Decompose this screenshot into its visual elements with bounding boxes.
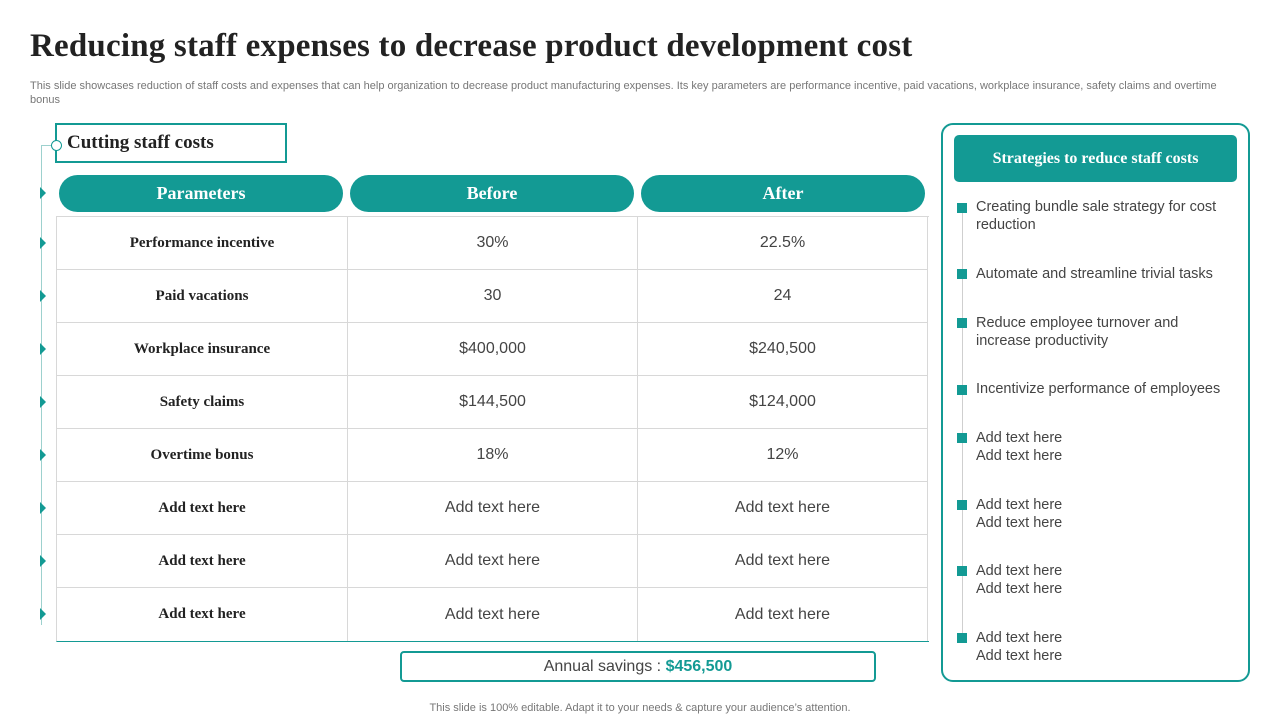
savings-label: Annual savings : (543, 658, 666, 675)
before-cell: 18% (348, 429, 638, 482)
bullet-square-icon (957, 385, 967, 395)
bullet-square-icon (957, 566, 967, 576)
before-cell: Add text here (348, 588, 638, 641)
row-marker-icon (40, 290, 46, 302)
parameter-cell: Add text here (57, 588, 348, 641)
bullet-square-icon (957, 269, 967, 279)
table-row: Add text here Add text here Add text her… (57, 588, 929, 641)
after-cell: 22.5% (638, 217, 928, 270)
strategy-item: Add text here Add text here (976, 497, 1063, 531)
header-before: Before (350, 175, 634, 212)
strategy-item: Add text here Add text here (976, 430, 1063, 464)
row-marker-icon (40, 396, 46, 408)
table-row: Safety claims $144,500 $124,000 (57, 376, 929, 429)
after-cell: 12% (638, 429, 928, 482)
strategy-item: Add text here Add text here (976, 630, 1063, 664)
row-marker-icon (40, 555, 46, 567)
strategies-panel (941, 123, 1250, 682)
strategy-item: Add text here Add text here (976, 563, 1063, 597)
header-parameters: Parameters (59, 175, 343, 212)
bullet-square-icon (957, 203, 967, 213)
slide-title: Reducing staff expenses to decrease prod… (30, 28, 913, 64)
before-cell: Add text here (348, 535, 638, 588)
strategy-item: Incentivize performance of employees (976, 381, 1221, 397)
row-marker-icon (40, 237, 46, 249)
slide-subtitle: This slide showcases reduction of staff … (30, 80, 1217, 106)
footer-note: This slide is 100% editable. Adapt it to… (429, 702, 851, 714)
row-marker-icon (40, 608, 46, 620)
savings-value: $456,500 (665, 658, 733, 675)
table-row: Performance incentive 30% 22.5% (57, 217, 929, 270)
after-cell: 24 (638, 270, 928, 323)
after-cell: $240,500 (638, 323, 928, 376)
before-cell: $400,000 (348, 323, 638, 376)
timeline-dot-icon (51, 140, 62, 151)
parameter-cell: Workplace insurance (57, 323, 348, 376)
after-cell: Add text here (638, 588, 928, 641)
parameter-cell: Performance incentive (57, 217, 348, 270)
before-cell: Add text here (348, 482, 638, 535)
after-cell: Add text here (638, 535, 928, 588)
bullet-square-icon (957, 633, 967, 643)
section-label: Cutting staff costs (55, 123, 287, 163)
before-cell: 30 (348, 270, 638, 323)
strategy-item: Reduce employee turnover and increase pr… (976, 315, 1179, 349)
before-cell: 30% (348, 217, 638, 270)
annual-savings-box: Annual savings : $456,500 (400, 651, 876, 682)
table-row: Add text here Add text here Add text her… (57, 535, 929, 588)
parameter-cell: Safety claims (57, 376, 348, 429)
parameter-cell: Add text here (57, 535, 348, 588)
before-cell: $144,500 (348, 376, 638, 429)
row-marker-icon (40, 449, 46, 461)
strategies-title: Strategies to reduce staff costs (954, 135, 1237, 182)
timeline-connector (41, 145, 53, 146)
timeline-line (41, 145, 42, 625)
table-row: Add text here Add text here Add text her… (57, 482, 929, 535)
table-row: Overtime bonus 18% 12% (57, 429, 929, 482)
bullet-square-icon (957, 500, 967, 510)
strategies-timeline (962, 208, 963, 640)
after-cell: Add text here (638, 482, 928, 535)
strategy-item: Automate and streamline trivial tasks (976, 266, 1213, 282)
row-marker-icon (40, 502, 46, 514)
after-cell: $124,000 (638, 376, 928, 429)
bullet-square-icon (957, 318, 967, 328)
table-row: Paid vacations 30 24 (57, 270, 929, 323)
parameter-cell: Add text here (57, 482, 348, 535)
parameter-cell: Overtime bonus (57, 429, 348, 482)
bullet-square-icon (957, 433, 967, 443)
table-row: Workplace insurance $400,000 $240,500 (57, 323, 929, 376)
row-marker-icon (40, 343, 46, 355)
row-marker-icon (40, 187, 46, 199)
header-after: After (641, 175, 925, 212)
strategy-item: Creating bundle sale strategy for cost r… (976, 199, 1217, 233)
parameter-cell: Paid vacations (57, 270, 348, 323)
cost-table: Performance incentive 30% 22.5% Paid vac… (56, 216, 929, 642)
